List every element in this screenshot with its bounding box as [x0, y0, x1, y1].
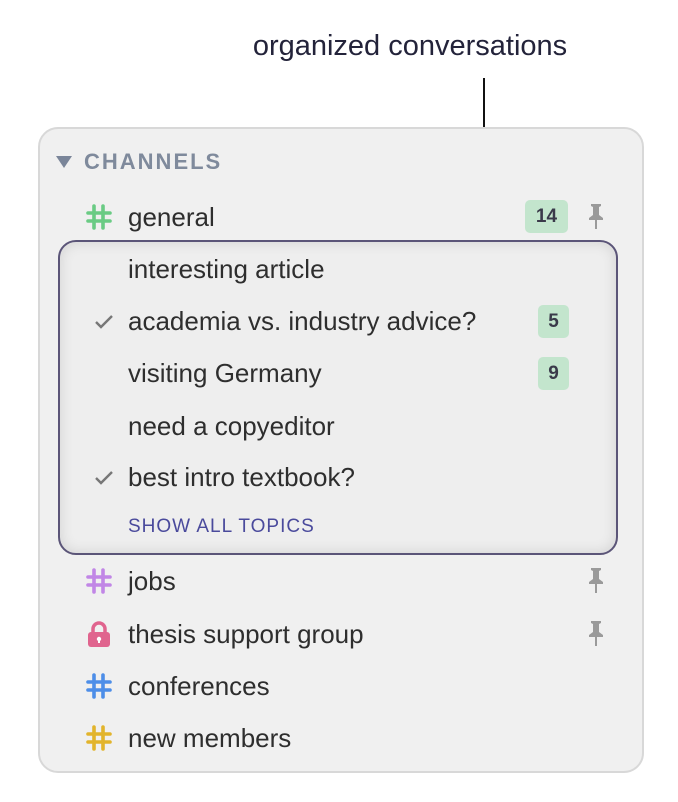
topic-item[interactable]: need a copyeditor: [128, 410, 335, 441]
topics-box: [58, 240, 618, 555]
channel-new-members[interactable]: new members: [86, 718, 291, 758]
channel-name: new members: [128, 722, 292, 753]
pin-icon[interactable]: [585, 619, 607, 647]
pin-icon[interactable]: [585, 566, 607, 594]
triangle-down-icon: [56, 156, 72, 168]
section-title: CHANNELS: [84, 149, 223, 174]
channel-conferences[interactable]: conferences: [86, 666, 270, 706]
topic-item[interactable]: interesting article: [128, 253, 325, 284]
channel-jobs[interactable]: jobs: [86, 561, 176, 601]
topic-item[interactable]: academia vs. industry advice?: [128, 305, 477, 336]
lock-icon: [86, 621, 112, 647]
unread-badge: 9: [538, 357, 569, 390]
show-all-topics-link[interactable]: SHOW ALL TOPICS: [128, 516, 315, 537]
callout-label: organized conversations: [252, 30, 568, 62]
channel-thesis-support-group[interactable]: thesis support group: [86, 614, 364, 654]
topic-item[interactable]: visiting Germany: [128, 357, 322, 388]
hash-icon: [86, 673, 112, 699]
topic-item[interactable]: best intro textbook?: [128, 461, 355, 492]
channels-header[interactable]: CHANNELS: [56, 149, 222, 175]
check-icon: [95, 315, 113, 329]
pin-icon[interactable]: [585, 202, 607, 230]
channel-name: conferences: [128, 670, 270, 701]
channel-general[interactable]: general: [86, 197, 215, 237]
unread-badge: 5: [538, 305, 569, 338]
hash-icon: [86, 725, 112, 751]
channel-name: thesis support group: [128, 618, 364, 649]
check-icon: [95, 471, 113, 485]
hash-icon: [86, 568, 112, 594]
unread-badge: 14: [525, 200, 568, 233]
channel-name: general: [128, 201, 215, 232]
hash-icon: [86, 204, 112, 230]
channel-name: jobs: [128, 565, 176, 596]
